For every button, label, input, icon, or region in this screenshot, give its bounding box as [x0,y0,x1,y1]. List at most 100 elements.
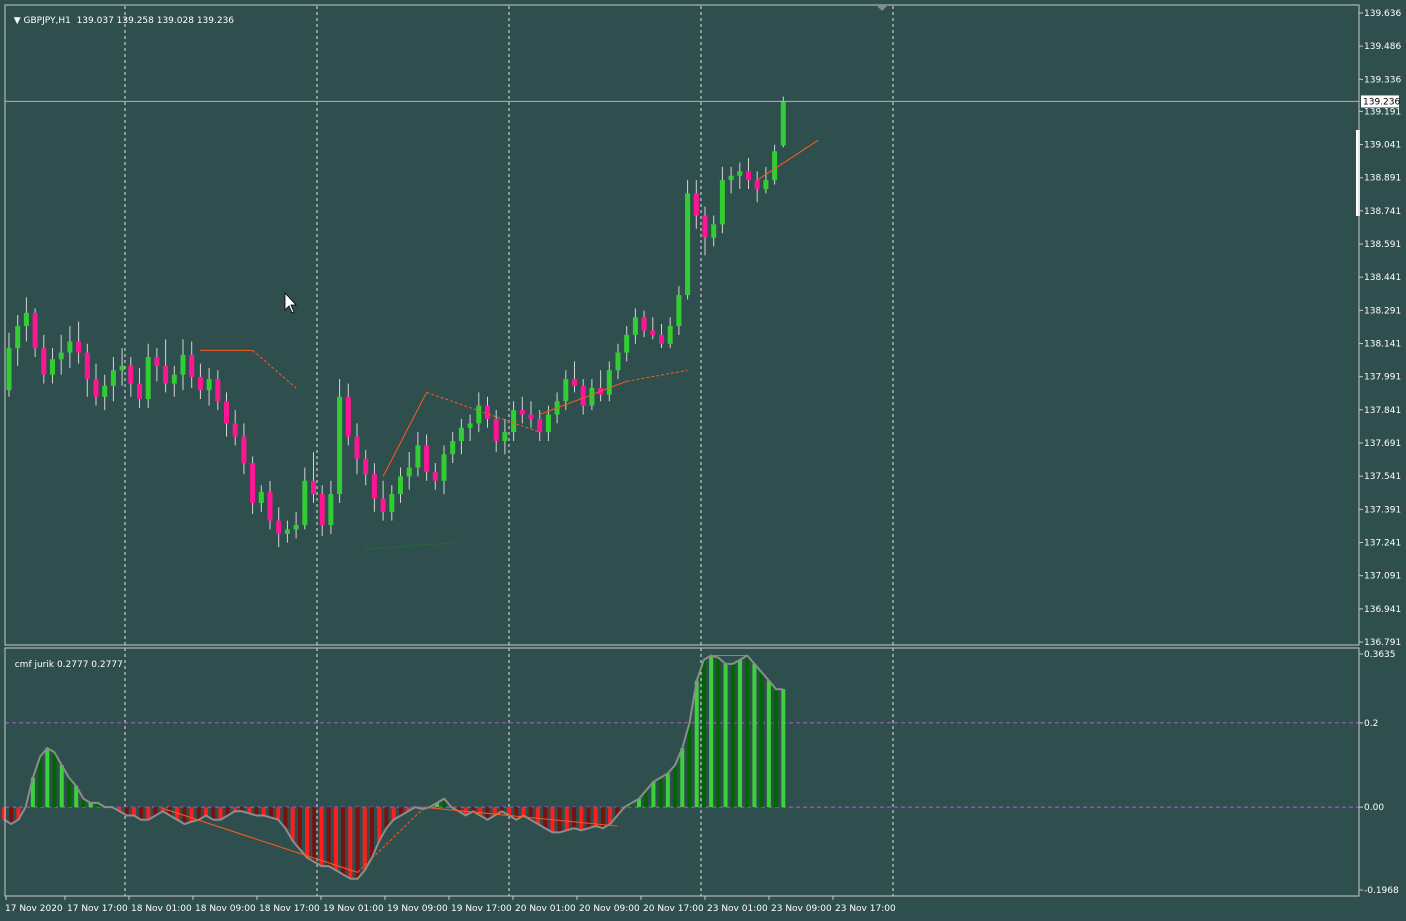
trendline[interactable] [382,392,428,477]
bull-candle[interactable] [728,175,734,181]
bull-candle[interactable] [772,151,778,181]
bear-candle[interactable] [32,312,38,349]
bear-candle[interactable] [93,379,99,397]
bull-candle[interactable] [676,295,682,327]
bull-candle[interactable] [780,101,786,146]
bear-candle[interactable] [163,365,169,384]
trendline[interactable] [756,139,819,181]
indicator-pane[interactable] [2,654,1359,880]
bear-candle[interactable] [371,474,377,499]
bull-candle[interactable] [737,171,743,176]
bear-candle[interactable] [580,385,586,406]
time-axis[interactable]: 17 Nov 2020 17 Nov 17:00 18 Nov 01:00 18 No… [5,896,896,914]
indicator-trendline[interactable] [162,807,358,873]
bull-candle[interactable] [467,423,473,428]
bear-candle[interactable] [537,418,543,433]
bull-candle[interactable] [632,317,638,335]
bear-candle[interactable] [432,471,438,481]
bear-candle[interactable] [380,498,386,512]
bull-candle[interactable] [389,494,395,512]
trendline-dashed[interactable] [252,350,297,389]
bull-candle[interactable] [476,405,482,424]
bear-candle[interactable] [76,341,82,353]
bull-candle[interactable] [615,352,621,371]
bull-candle[interactable] [450,441,456,455]
bear-candle[interactable] [754,180,760,189]
bear-candle[interactable] [641,317,647,331]
bear-candle[interactable] [276,520,282,534]
bear-candle[interactable] [215,379,221,402]
bear-candle[interactable] [241,436,247,464]
bear-candle[interactable] [424,445,430,472]
bear-candle[interactable] [189,354,195,377]
axis-scroll-bar[interactable] [1356,130,1360,216]
indicator-axis[interactable]: 0.3635 0.2 0.00 -0.1968 [1359,650,1399,896]
bear-candle[interactable] [659,334,664,344]
bear-candle[interactable] [528,414,534,419]
price-pane[interactable] [5,96,1359,550]
bull-candle[interactable] [302,480,308,526]
bear-candle[interactable] [197,376,203,391]
bull-candle[interactable] [415,445,421,468]
bull-candle[interactable] [293,525,299,530]
bull-candle[interactable] [606,370,612,395]
bull-candle[interactable] [6,348,12,391]
bull-candle[interactable] [119,365,125,371]
trendline-dashed[interactable] [626,369,688,382]
bear-candle[interactable] [84,352,90,380]
bull-candle[interactable] [667,326,673,344]
bull-candle[interactable] [711,224,717,238]
bull-candle[interactable] [180,354,186,375]
trendline[interactable] [539,380,627,415]
bull-candle[interactable] [110,370,116,386]
bear-candle[interactable] [224,401,229,424]
bull-candle[interactable] [406,467,412,477]
bear-candle[interactable] [354,436,360,459]
bull-candle[interactable] [458,427,464,442]
bear-candle[interactable] [311,480,316,495]
bull-candle[interactable] [589,387,595,406]
bull-candle[interactable] [511,410,517,433]
indicator-trendline-dashed[interactable] [357,808,423,873]
bull-candle[interactable] [50,359,55,375]
price-axis[interactable]: 139.636 139.486 139.336 139.191 139.041 138.8… [1356,9,1401,648]
bear-candle[interactable] [250,463,256,503]
bull-candle[interactable] [763,180,769,189]
bull-candle[interactable] [284,529,290,534]
bear-candle[interactable] [519,410,525,415]
bull-candle[interactable] [624,334,630,353]
bull-candle[interactable] [685,193,691,296]
bear-candle[interactable] [232,423,238,437]
bear-candle[interactable] [693,193,699,216]
bear-candle[interactable] [650,330,656,335]
bear-candle[interactable] [702,215,708,238]
bull-candle[interactable] [545,414,551,433]
bear-candle[interactable] [345,396,351,437]
bear-candle[interactable] [746,171,751,181]
chart-shift-marker-icon[interactable] [876,5,888,11]
bull-candle[interactable] [258,491,264,503]
bull-candle[interactable] [102,385,108,397]
indicator-trendline[interactable] [422,806,618,827]
bull-candle[interactable] [563,379,569,402]
bull-candle[interactable] [15,326,21,349]
bear-candle[interactable] [363,458,369,475]
bear-candle[interactable] [137,383,142,400]
support-line[interactable] [365,542,453,550]
bull-candle[interactable] [398,476,403,495]
symbol-header[interactable]: ▼ GBPJPY,H1 139.037 139.258 139.028 139.… [8,6,234,26]
bear-candle[interactable] [572,379,577,386]
bull-candle[interactable] [337,396,343,495]
bear-candle[interactable] [41,348,47,375]
bull-candle[interactable] [206,379,212,391]
bull-candle[interactable] [502,432,508,442]
bull-candle[interactable] [67,341,73,353]
bear-candle[interactable] [267,491,273,521]
bull-candle[interactable] [171,374,177,384]
bear-candle[interactable] [154,357,160,366]
bull-candle[interactable] [145,357,151,400]
bear-candle[interactable] [128,365,134,384]
bull-candle[interactable] [23,312,29,327]
bull-candle[interactable] [58,352,64,360]
